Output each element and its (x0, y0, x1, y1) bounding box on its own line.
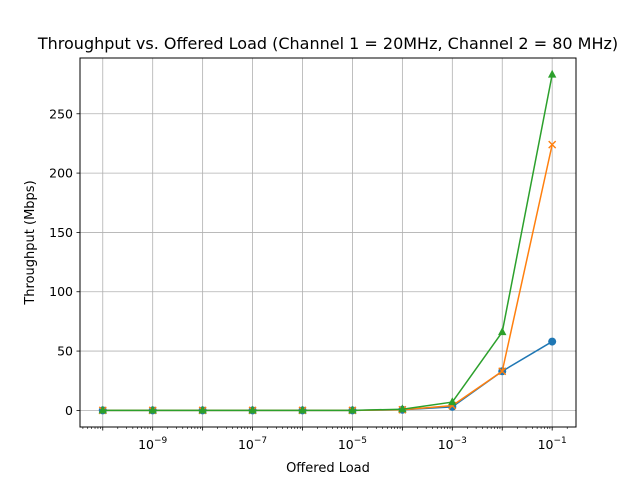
data-point (398, 404, 407, 413)
chart-title: Throughput vs. Offered Load (Channel 1 =… (37, 34, 618, 53)
y-tick-label: 150 (49, 225, 73, 240)
series-3-line (102, 74, 553, 412)
data-point (498, 327, 507, 336)
data-point (248, 405, 257, 414)
y-tick-label: 200 (49, 166, 73, 181)
series-2-line (102, 144, 553, 412)
series-2 (98, 140, 557, 415)
series-1-line (102, 340, 553, 412)
series-1 (98, 337, 557, 415)
series-3 (98, 69, 557, 414)
plot-area-frame (79, 57, 577, 428)
data-point (548, 337, 557, 346)
y-tick-label: 50 (57, 344, 73, 359)
y-axis-label: Throughput (Mbps) (23, 180, 38, 305)
y-tick-label: 0 (65, 403, 73, 418)
data-point (198, 405, 207, 414)
data-point (348, 405, 357, 414)
x-tick-label: 10−1 (538, 436, 567, 452)
data-point (448, 397, 457, 406)
x-tick-label: 10−5 (338, 436, 367, 452)
data-point (498, 367, 507, 376)
y-tick-label: 100 (49, 284, 73, 299)
y-tick-label: 250 (49, 106, 73, 121)
x-tick-label: 10−9 (138, 436, 167, 452)
data-point (98, 405, 107, 414)
axis-ticks: 10−9 10−7 10−5 10−3 10−1 0 50 100 150 200 250 (49, 106, 568, 452)
data-point (148, 405, 157, 414)
data-point (547, 69, 557, 78)
data-point (298, 405, 307, 414)
data-point (548, 140, 557, 149)
x-axis-label: Offered Load (286, 461, 370, 476)
x-tick-label: 10−3 (438, 436, 467, 452)
series-layer (98, 69, 557, 415)
x-tick-label: 10−7 (238, 436, 267, 452)
